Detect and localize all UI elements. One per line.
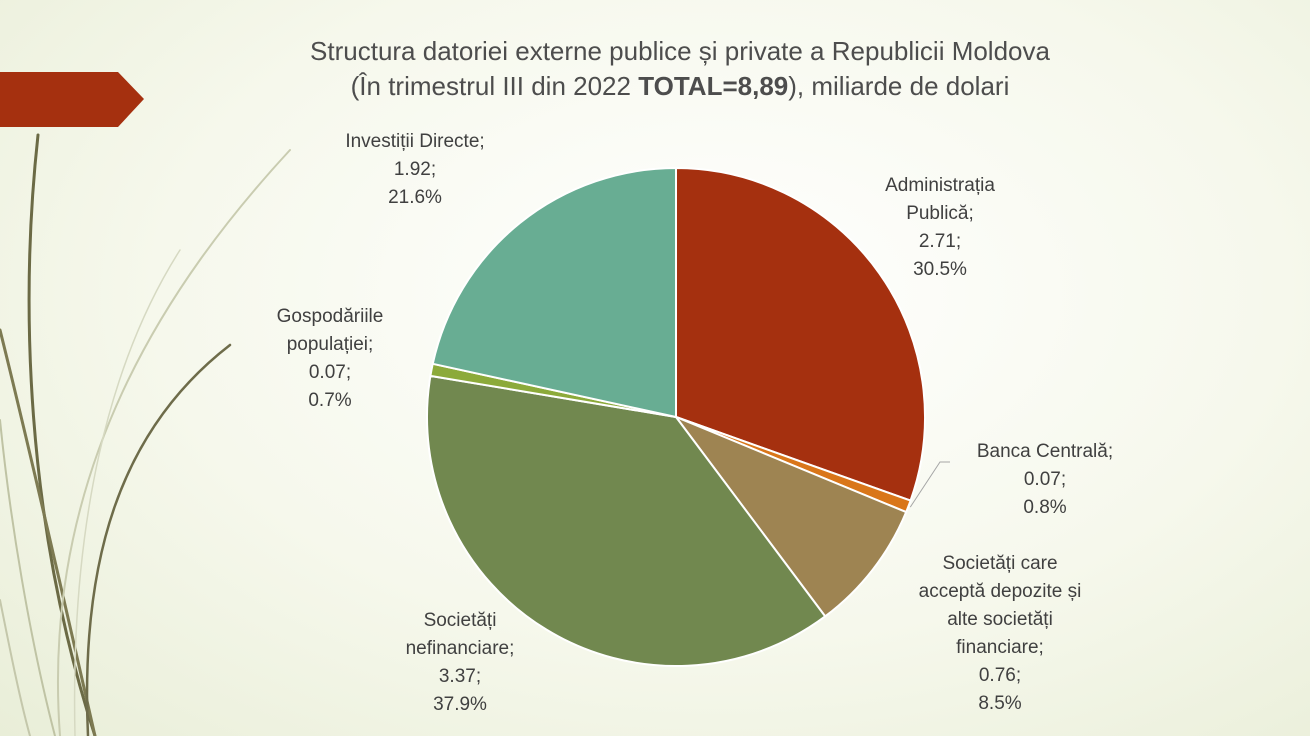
data-label-line: 37.9% (433, 694, 487, 715)
data-label-societati-nefinanciare: Societăți nefinanciare; 3.37; 37.9% (360, 607, 560, 719)
data-label-line: 2.71; (918, 231, 962, 252)
data-label-line: 3.37; (438, 666, 482, 687)
title-line-1: Structura datoriei externe publice și pr… (310, 36, 1050, 66)
data-label-line: Societăți care (942, 553, 1058, 574)
title-arrow-shape (0, 72, 144, 127)
data-label-societati-depozite: Societăți care acceptă depozite și alte so… (880, 550, 1120, 718)
data-label-line: 0.07; (1023, 469, 1067, 490)
data-label-line: financiare; (956, 637, 1044, 658)
data-label-line: nefinanciare; (405, 638, 515, 659)
data-label-line: Societăți (423, 610, 497, 631)
data-label-investitii-directe: Investiții Directe; 1.92; 21.6% (310, 128, 520, 212)
title-line-2: (În trimestrul III din 2022 TOTAL=8,89),… (160, 69, 1200, 104)
data-label-banca-centrala: Banca Centrală; 0.07; 0.8% (950, 438, 1140, 522)
data-label-line: Publică; (906, 203, 974, 224)
data-label-line: Gospodăriile (276, 306, 384, 327)
data-label-line: populației; (286, 334, 374, 355)
data-label-line: 0.7% (308, 390, 352, 411)
leader-lines (909, 461, 950, 508)
pie-slice-administratia-publica (675, 166, 926, 502)
data-label-line: Banca Centrală; (976, 441, 1114, 462)
chart-title: Structura datoriei externe publice și pr… (160, 34, 1200, 104)
data-label-line: acceptă depozite și (918, 581, 1082, 602)
title-line-2-start: (În trimestrul III din 2022 (350, 71, 639, 101)
data-label-line: 0.8% (1023, 497, 1067, 518)
data-label-line: 8.5% (978, 693, 1022, 714)
decorative-grass-lines (0, 133, 291, 736)
data-label-line: 1.92; (393, 159, 437, 180)
data-label-line: 0.07; (308, 362, 352, 383)
data-label-line: 30.5% (913, 259, 967, 280)
pie-slice-investitii-directe (431, 166, 677, 419)
title-total: TOTAL=8,89 (638, 71, 789, 101)
data-label-line: 21.6% (388, 187, 442, 208)
pie-slices (426, 166, 926, 667)
pie-slice-societati-nefinanciare (426, 374, 827, 667)
data-label-line: 0.76; (978, 665, 1022, 686)
data-label-line: Investiții Directe; (345, 131, 485, 152)
data-label-line: alte societăți (947, 609, 1053, 630)
data-label-line: Administrația (885, 175, 995, 196)
leader-line-banca-centrala (909, 461, 950, 508)
data-label-gospodariile-populatiei: Gospodăriile populației; 0.07; 0.7% (250, 303, 410, 415)
pie-slice-societati-depozite (673, 414, 908, 618)
data-label-administratia-publica: Administrația Publică; 2.71; 30.5% (865, 172, 1015, 284)
title-line-2-end: ), miliarde de dolari (788, 71, 1010, 101)
